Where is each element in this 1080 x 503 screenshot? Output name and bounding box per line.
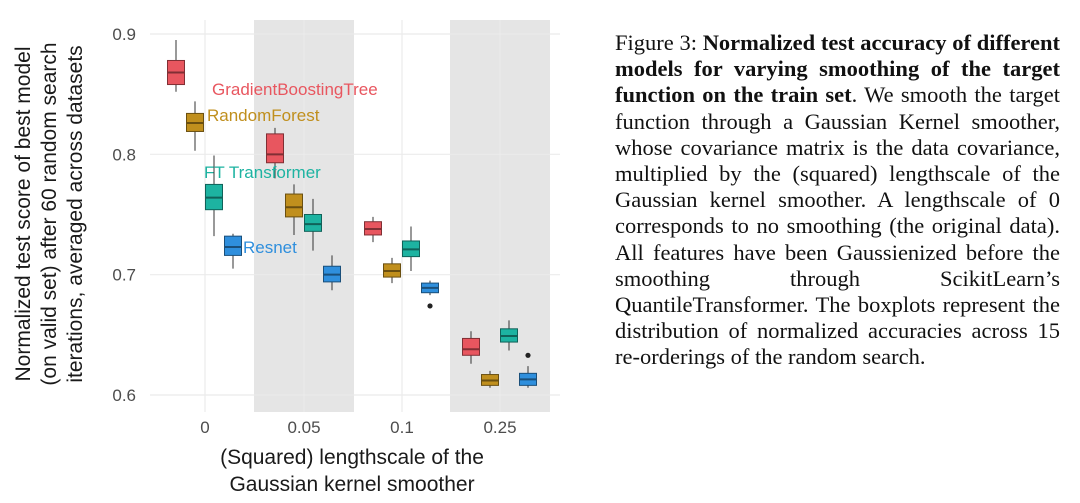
x-tick-label: 0: [200, 418, 209, 437]
y-tick-label: 0.8: [112, 145, 136, 164]
y-axis-title: Normalized test score of best model (on v…: [12, 42, 87, 385]
series-label-resnet: Resnet: [243, 238, 297, 257]
box-resnet-0: [224, 233, 242, 269]
box-resnet-0.1: [421, 280, 439, 309]
boxes: [167, 40, 537, 388]
box-randomforest-0.25: [481, 370, 499, 388]
box-ft-transformer-0.05: [304, 198, 322, 251]
box-body: [224, 235, 242, 256]
x-tick-label: 0.1: [390, 418, 414, 437]
outlier-point: [525, 352, 531, 358]
box-gradientboostingtree-0: [167, 40, 185, 92]
box-body: [304, 214, 322, 232]
box-randomforest-0: [186, 101, 204, 151]
figure-caption: Figure 3: Normalized test accuracy of di…: [615, 30, 1060, 371]
y-tick-labels: 0.6 0.7 0.8 0.9: [112, 25, 136, 405]
box-body: [462, 337, 480, 356]
caption-bold: Normalized test accuracy of different mo…: [615, 30, 1060, 108]
y-tick-label: 0.6: [112, 386, 136, 405]
box-randomforest-0.05: [285, 184, 303, 235]
box-resnet-0.25: [519, 352, 537, 388]
x-tick-labels: 0 0.05 0.1 0.25: [200, 418, 516, 437]
box-gradientboostingtree-0.25: [462, 331, 480, 364]
series-label-gradientboostingtree: GradientBoostingTree: [212, 80, 378, 99]
y-axis-title-line: Normalized test score of best model: [12, 47, 35, 382]
x-axis-title-line: Gaussian kernel smoother: [229, 473, 474, 496]
y-tick-label: 0.7: [112, 266, 136, 285]
y-tick-label: 0.9: [112, 25, 136, 44]
box-ft-transformer-0.1: [402, 226, 420, 272]
series-labels: GradientBoostingTree RandomForest FT Trans…: [204, 80, 378, 257]
box-gradientboostingtree-0.05: [266, 127, 284, 179]
series-label-ft-transformer: FT Transformer: [204, 163, 321, 182]
box-ft-transformer-0.25: [500, 320, 518, 351]
x-axis-title-line: (Squared) lengthscale of the: [220, 446, 484, 469]
y-axis-title-line: (on valid set) after 60 random search: [38, 42, 61, 385]
gridlines: [150, 20, 560, 412]
box-body: [285, 193, 303, 218]
series-label-randomforest: RandomForest: [207, 106, 320, 125]
caption-prefix: Figure 3:: [615, 30, 703, 55]
box-body: [266, 133, 284, 164]
x-axis-title: (Squared) lengthscale of the Gaussian ker…: [220, 446, 484, 496]
outlier-point: [427, 303, 433, 309]
boxplot-chart: 0.6 0.7 0.8 0.9 0 0.05 0.1 0.25 GradientBoosti…: [12, 20, 560, 496]
box-gradientboostingtree-0.1: [364, 216, 382, 243]
box-randomforest-0.1: [383, 257, 401, 284]
box-ft-transformer-0: [205, 155, 223, 237]
x-tick-label: 0.05: [287, 418, 320, 437]
x-tick-label: 0.25: [483, 418, 516, 437]
box-resnet-0.05: [323, 255, 341, 291]
y-axis-title-line: iterations, averaged across datasets: [64, 45, 87, 382]
caption-body: . We smooth the target function through …: [615, 82, 1061, 370]
